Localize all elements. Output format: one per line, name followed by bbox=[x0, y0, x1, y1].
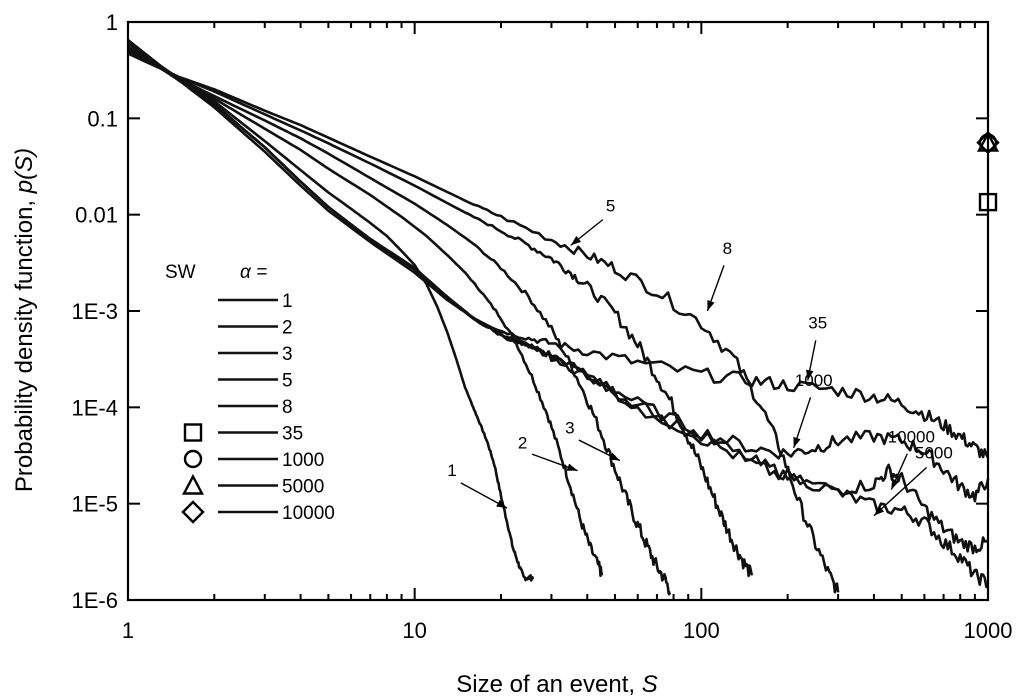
x-tick-label: 1 bbox=[122, 618, 134, 643]
x-axis-label-var: S bbox=[642, 671, 658, 698]
annotation-label-35: 35 bbox=[808, 313, 827, 332]
annotation-arrowhead-2 bbox=[566, 463, 578, 471]
annotation-arrowhead-8 bbox=[707, 300, 715, 311]
series-line-10000 bbox=[127, 42, 989, 555]
legend-marker-diamond bbox=[181, 500, 205, 524]
y-tick-label: 1E-4 bbox=[72, 395, 118, 420]
x-tick-label: 1000 bbox=[964, 618, 1013, 643]
y-tick-label: 0.1 bbox=[87, 106, 118, 131]
legend-label-10000: 10000 bbox=[282, 503, 335, 524]
legend-label-8: 8 bbox=[282, 397, 293, 418]
legend-marker-triangle bbox=[182, 473, 204, 495]
legend-header-left: SW bbox=[165, 262, 196, 283]
annotation-arrow-5000 bbox=[873, 466, 928, 517]
y-tick-label: 1E-5 bbox=[72, 492, 118, 517]
annotation-arrowhead-5000 bbox=[873, 505, 885, 516]
legend-marker-circle bbox=[183, 449, 203, 469]
annotation-label-5000: 5000 bbox=[915, 444, 953, 463]
y-tick-label: 1 bbox=[106, 10, 118, 35]
legend-label-1: 1 bbox=[282, 291, 293, 312]
series-line-8 bbox=[127, 52, 840, 594]
tick-labels: 1 10 100 1000 1 0.1 0.01 1E-3 1E-4 1E-5 1E-6 bbox=[72, 10, 1013, 643]
annotation-arrowhead-1 bbox=[496, 499, 508, 509]
x-tick-label: 10 bbox=[402, 618, 426, 643]
y-tick-label: 1E-3 bbox=[72, 299, 118, 324]
series-line-2 bbox=[127, 45, 604, 578]
x-axis-label-text: Size of an event, bbox=[456, 671, 641, 698]
annotation-arrowhead-35 bbox=[806, 369, 814, 381]
series-line-3 bbox=[127, 48, 672, 596]
y-axis-label-var: p(S) bbox=[11, 148, 38, 194]
legend-label-3: 3 bbox=[282, 344, 293, 365]
legend-header-right: α = bbox=[240, 262, 267, 283]
legend-label-2: 2 bbox=[282, 318, 293, 339]
annotation-label-10000: 10000 bbox=[888, 428, 935, 447]
annotation-arrowhead-3 bbox=[608, 452, 620, 461]
series-line-35 bbox=[127, 38, 990, 459]
annotation-arrows bbox=[460, 219, 928, 517]
series-curves bbox=[127, 38, 990, 596]
x-tick-label: 100 bbox=[683, 618, 720, 643]
annotation-label-1: 1 bbox=[447, 461, 456, 480]
annotation-label-3: 3 bbox=[565, 419, 574, 438]
y-tick-label: 0.01 bbox=[75, 203, 118, 228]
axis-ticks bbox=[127, 21, 989, 601]
annotation-arrowhead-5 bbox=[570, 235, 582, 246]
series-line-5 bbox=[127, 49, 754, 578]
annotation-arrowhead-10000 bbox=[891, 478, 899, 490]
annotation-label-1000: 1000 bbox=[795, 371, 833, 390]
annotation-label-2: 2 bbox=[518, 434, 527, 453]
y-axis-label: Probability density function, p(S) bbox=[11, 148, 38, 492]
y-axis-label-text: Probability density function, bbox=[11, 193, 38, 492]
legend-marker-square bbox=[183, 423, 203, 442]
x-axis-label: Size of an event, S bbox=[456, 671, 657, 698]
legend-label-1000: 1000 bbox=[282, 450, 324, 471]
annotation-label-5: 5 bbox=[606, 196, 615, 215]
legend-label-35: 35 bbox=[282, 424, 303, 445]
annotation-arrowhead-1000 bbox=[793, 436, 801, 448]
legend-label-5: 5 bbox=[282, 371, 293, 392]
annotation-label-8: 8 bbox=[723, 239, 732, 258]
y-tick-label: 1E-6 bbox=[72, 588, 118, 613]
legend-label-5000: 5000 bbox=[282, 477, 324, 498]
series-line-1 bbox=[127, 42, 535, 582]
